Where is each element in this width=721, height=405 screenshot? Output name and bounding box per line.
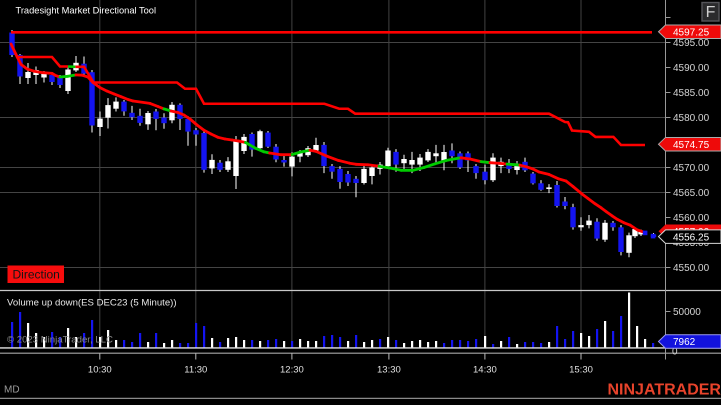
svg-text:F: F (706, 4, 716, 21)
svg-text:4597.25: 4597.25 (673, 27, 710, 38)
svg-text:10:30: 10:30 (88, 364, 112, 375)
svg-text:4560.00: 4560.00 (673, 213, 710, 224)
svg-text:50000: 50000 (673, 307, 701, 318)
svg-text:13:30: 13:30 (377, 364, 401, 375)
svg-text:7962: 7962 (673, 337, 696, 348)
svg-text:15:30: 15:30 (569, 364, 593, 375)
svg-text:14:30: 14:30 (473, 364, 497, 375)
svg-text:NINJATRADER: NINJATRADER (608, 382, 721, 399)
svg-text:Volume up down(ES DEC23 (5 Min: Volume up down(ES DEC23 (5 Minute)) (7, 297, 177, 308)
svg-text:4595.00: 4595.00 (673, 38, 710, 49)
svg-text:Tradesight Market Directional: Tradesight Market Directional Tool (16, 6, 157, 16)
svg-text:11:30: 11:30 (184, 364, 207, 375)
svg-text:4574.75: 4574.75 (673, 140, 710, 151)
svg-text:4570.00: 4570.00 (673, 163, 710, 174)
svg-text:4580.00: 4580.00 (673, 113, 710, 124)
svg-text:© 2023 NinjaTrader, LLC: © 2023 NinjaTrader, LLC (7, 334, 113, 345)
svg-text:4556.25: 4556.25 (673, 232, 710, 243)
svg-text:4590.00: 4590.00 (673, 63, 710, 74)
svg-text:4565.00: 4565.00 (673, 188, 710, 199)
svg-text:4550.00: 4550.00 (673, 263, 710, 274)
svg-text:Direction: Direction (13, 268, 60, 282)
svg-text:12:30: 12:30 (280, 364, 304, 375)
svg-text:4585.00: 4585.00 (673, 88, 710, 99)
svg-text:MD: MD (4, 385, 20, 396)
